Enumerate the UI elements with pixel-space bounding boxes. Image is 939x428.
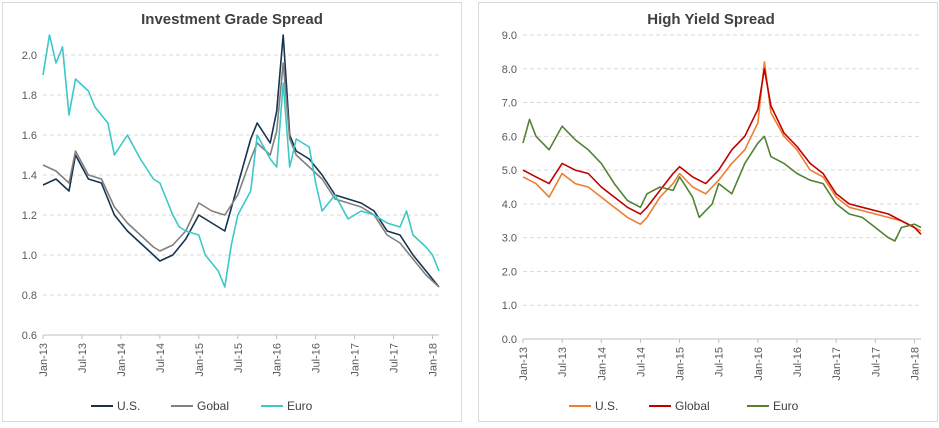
x-tick-label: Jan-17	[831, 347, 843, 381]
y-tick-label: 1.0	[502, 300, 517, 312]
x-tick-label: Jul-16	[792, 347, 804, 377]
legend-label: Global	[675, 399, 710, 413]
y-tick-label: 0.0	[502, 334, 517, 346]
y-tick-label: 2.0	[22, 50, 37, 62]
legend-label: U.S.	[595, 399, 618, 413]
y-tick-label: 1.2	[22, 210, 37, 222]
x-tick-label: Jul-17	[389, 343, 401, 373]
series-line-euro	[42, 34, 440, 288]
y-tick-label: 0.8	[22, 290, 37, 302]
x-tick-label: Jan-13	[518, 347, 530, 381]
series-line-us	[42, 34, 440, 288]
x-tick-label: Jan-13	[38, 343, 50, 377]
y-tick-label: 5.0	[502, 165, 517, 177]
legend-label: Euro	[287, 399, 313, 413]
y-tick-label: 6.0	[502, 131, 517, 143]
x-tick-label: Jul-14	[635, 347, 647, 377]
x-tick-label: Jul-17	[870, 347, 882, 377]
high-yield-chart-svg: High Yield Spread 0.0 1.0 2.0 3.0 4.0 5.0 6.0 7…	[502, 11, 922, 413]
chart-title: High Yield Spread	[647, 11, 775, 28]
x-tick-label: Jan-16	[753, 347, 765, 381]
x-tick-label: Jan-15	[675, 347, 687, 381]
x-tick-label: Jan-17	[350, 343, 362, 377]
x-tick-label: Jan-16	[272, 343, 284, 377]
y-tick-label: 9.0	[502, 30, 517, 42]
y-tick-label: 8.0	[502, 64, 517, 76]
y-tick-label: 2.0	[502, 266, 517, 278]
y-tick-label: 4.0	[502, 199, 517, 211]
x-tick-label: Jul-15	[233, 343, 245, 373]
x-tick-label: Jan-14	[596, 347, 608, 381]
chart-title: Investment Grade Spread	[141, 11, 323, 28]
y-tick-label: 3.0	[502, 233, 517, 245]
y-tick-label: 1.0	[22, 250, 37, 262]
series-line-euro	[522, 118, 922, 242]
y-tick-label: 7.0	[502, 98, 517, 110]
series-line-gobal	[42, 62, 440, 288]
high-yield-chart: High Yield Spread 0.0 1.0 2.0 3.0 4.0 5.0 6.0 7…	[478, 2, 938, 422]
x-tick-label: Jul-13	[557, 347, 569, 377]
x-tick-label: Jul-15	[714, 347, 726, 377]
x-tick-label: Jan-18	[428, 343, 440, 377]
series-line-global	[522, 68, 922, 235]
y-tick-label: 1.6	[22, 130, 37, 142]
y-tick-label: 1.4	[22, 170, 37, 182]
investment-grade-chart: Investment Grade Spread 0.6 0.8 1.0 1.2 1.4 1…	[2, 2, 462, 422]
legend-label: U.S.	[117, 399, 140, 413]
x-tick-label: Jan-18	[909, 347, 921, 381]
investment-grade-chart-svg: Investment Grade Spread 0.6 0.8 1.0 1.2 1.4 1…	[22, 11, 440, 413]
x-tick-label: Jan-15	[194, 343, 206, 377]
y-tick-label: 1.8	[22, 90, 37, 102]
series-line-us	[522, 61, 922, 232]
y-tick-label: 0.6	[22, 330, 37, 342]
x-tick-label: Jan-14	[116, 343, 128, 377]
legend-label: Gobal	[197, 399, 229, 413]
legend-label: Euro	[773, 399, 799, 413]
x-tick-label: Jul-16	[311, 343, 323, 373]
x-tick-label: Jul-13	[77, 343, 89, 373]
x-tick-label: Jul-14	[155, 343, 167, 373]
